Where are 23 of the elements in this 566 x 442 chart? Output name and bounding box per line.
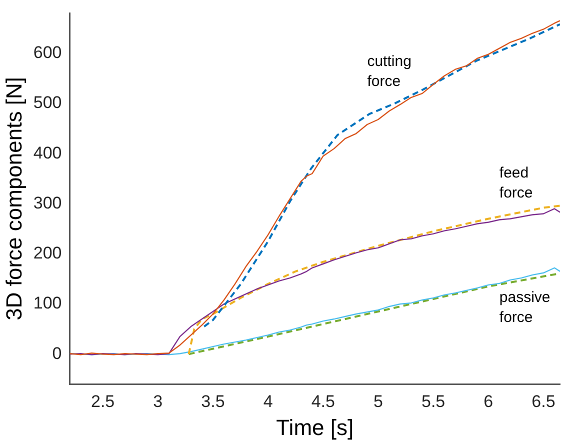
y-axis-title: 3D force components [N]	[1, 77, 26, 320]
series-label: passive force	[499, 289, 550, 326]
x-tick-label: 4.5	[311, 392, 335, 412]
x-tick-label: 3	[153, 392, 163, 412]
y-tick-label: 200	[33, 244, 62, 263]
y-tick-label: 100	[33, 294, 62, 313]
x-tick-label: 5	[373, 392, 383, 412]
x-tick-label: 2.5	[90, 392, 115, 412]
x-tick-label: 6	[484, 392, 494, 412]
y-tick-label: 400	[33, 143, 62, 162]
x-axis-title: Time [s]	[276, 414, 354, 440]
y-tick-label: 0	[52, 344, 62, 363]
x-tick-label: 4	[263, 392, 273, 412]
y-tick-label: 500	[33, 93, 62, 112]
x-tick-label: 3.5	[201, 392, 225, 412]
series-label: feed force	[499, 164, 533, 202]
y-tick-label: 300	[33, 193, 62, 212]
line-series	[188, 204, 560, 356]
line-series	[203, 23, 560, 328]
x-tick-label: 5.5	[421, 392, 446, 412]
series-label: cutting force	[367, 53, 412, 90]
y-tick-label: 600	[33, 42, 62, 62]
x-tick-label: 6.5	[532, 392, 556, 412]
